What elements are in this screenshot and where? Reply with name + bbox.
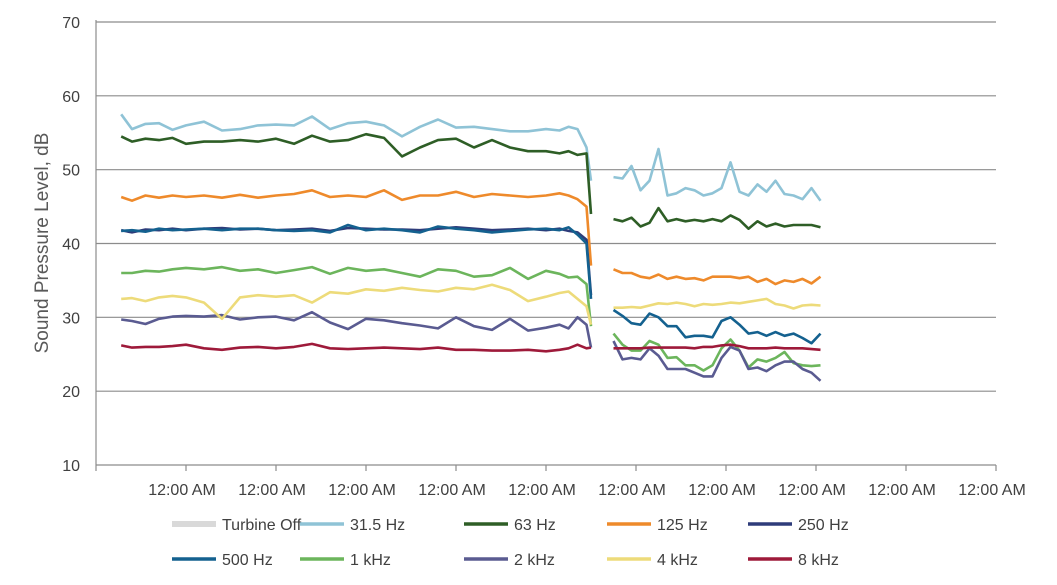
x-tick-label: 12:00 AM [868,482,936,499]
x-tick-label: 12:00 AM [238,482,306,499]
legend-label-4-khz: 4 kHz [657,552,698,569]
x-tick-labels: 12:00 AM 12:00 AM 12:00 AM 12:00 AM 12:00 AM… [148,482,1026,499]
legend-label-2-khz: 2 kHz [514,552,555,569]
series-line-500-hz-0 [121,223,593,300]
series-line-1-khz-0 [121,265,593,327]
series-line-2-khz-0 [121,310,593,348]
series-line-500-hz-1 [612,308,822,345]
series-line-31-5-hz-1 [613,147,822,202]
series-line-63-hz-0 [120,132,593,215]
x-tick-label: 12:00 AM [598,482,666,499]
series-line-250-hz-0 [120,226,593,296]
legend-label-250-hz: 250 Hz [798,517,849,534]
y-tick-label: 30 [62,310,80,327]
y-tick-label: 40 [62,237,80,254]
series-line-31-5-hz-0 [120,113,593,181]
axes [95,20,997,471]
series-line-1-khz-1 [612,332,821,372]
legend-label-1-khz: 1 kHz [350,552,391,569]
series-line-4-khz-0 [121,283,593,326]
x-tick-label: 12:00 AM [688,482,756,499]
legend-label-31-5-hz: 31.5 Hz [350,517,405,534]
legend-label-turbine-off: Turbine Off [222,517,302,534]
legend-label-500-hz: 500 Hz [222,552,273,569]
gridlines [96,21,996,392]
series-line-8-khz-0 [120,342,592,353]
legend-label-125-hz: 125 Hz [657,517,708,534]
y-tick-label: 20 [62,384,80,401]
series-line-2-khz-1 [612,340,822,382]
series-lines [120,113,822,382]
x-tick-label: 12:00 AM [958,482,1026,499]
series-line-125-hz-0 [120,189,593,266]
series-line-8-khz-1 [613,343,821,352]
y-tick-labels: 10 20 30 40 50 60 70 [62,15,80,475]
y-tick-label: 10 [62,458,80,475]
legend-label-8-khz: 8 kHz [798,552,839,569]
y-tick-label: 50 [62,163,80,180]
x-tick-label: 12:00 AM [148,482,216,499]
x-tick-label: 12:00 AM [778,482,846,499]
y-axis-label: Sound Pressure Level, dB [32,133,53,354]
series-line-125-hz-1 [613,268,822,286]
series-line-4-khz-1 [613,297,821,310]
legend-label-63-hz: 63 Hz [514,517,556,534]
x-tick-label: 12:00 AM [508,482,576,499]
x-tick-label: 12:00 AM [328,482,396,499]
legend: Turbine Off 31.5 Hz 63 Hz 125 Hz 250 Hz 500 H… [172,517,849,569]
y-tick-label: 70 [62,15,80,32]
x-tick-label: 12:00 AM [418,482,486,499]
series-line-63-hz-1 [613,206,821,230]
y-tick-label: 60 [62,89,80,106]
